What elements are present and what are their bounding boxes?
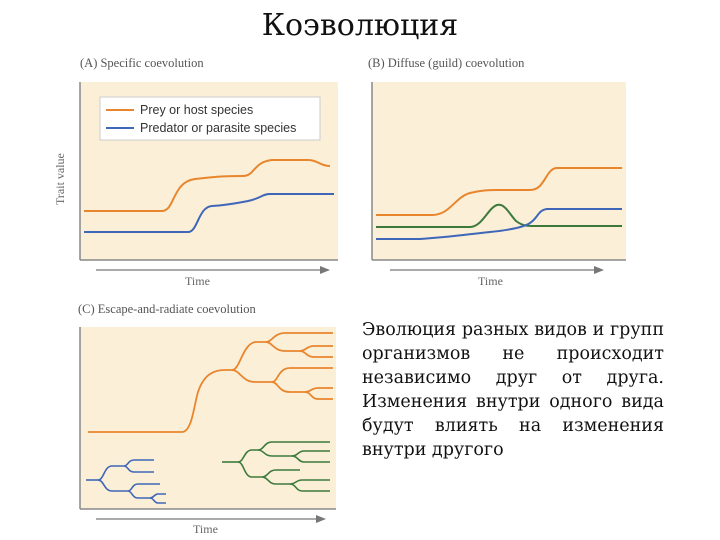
panel-c-caption: (C) Escape-and-radiate coevolution	[78, 302, 256, 316]
panel-b-time-arrowhead	[594, 266, 604, 274]
legend-predator-label: Predator or parasite species	[140, 121, 296, 135]
panel-a-y-label: Trait value	[53, 153, 67, 205]
panel-b-prey-curve	[376, 167, 622, 216]
panel-b-guild-curve	[376, 203, 622, 228]
panel-c-x-label: Time	[193, 522, 218, 536]
slide-body-text: Эволюция разных видов и групп организмов…	[362, 320, 664, 460]
panel-a-predator-curve	[84, 193, 334, 233]
slide-title: Коэволюция	[261, 8, 459, 43]
panel-c-background	[80, 327, 336, 509]
panel-a-prey-curve	[84, 159, 331, 212]
panel-a-x-label: Time	[185, 274, 210, 288]
panel-a-time-arrowhead	[320, 266, 330, 274]
panel-c-time-arrowhead	[316, 515, 326, 523]
panel-b-background	[372, 82, 626, 260]
panel-c-prey-tree	[88, 332, 333, 433]
panel-b-predator-curve	[376, 208, 622, 240]
panel-a-caption: (A) Specific coevolution	[80, 56, 204, 70]
legend-prey-label: Prey or host species	[140, 103, 253, 117]
panel-b-x-label: Time	[478, 274, 503, 288]
panel-c-guild-tree	[222, 441, 330, 492]
panel-b-caption: (B) Diffuse (guild) coevolution	[368, 56, 525, 70]
legend-box	[99, 96, 321, 141]
panel-c-predator-tree	[86, 459, 166, 504]
